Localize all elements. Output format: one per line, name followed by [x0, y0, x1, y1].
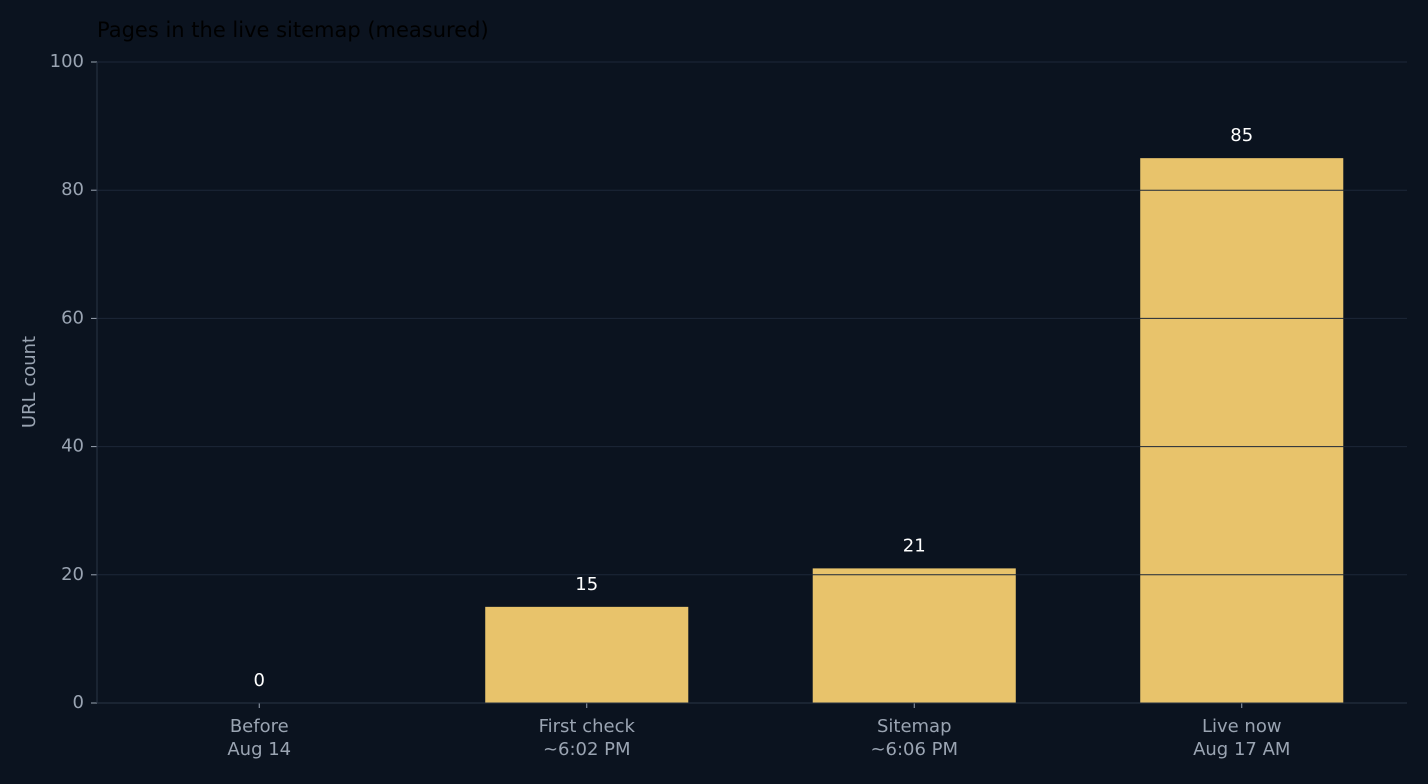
y-tick-label: 20	[61, 564, 84, 585]
x-tick-label: Sitemap	[877, 716, 952, 737]
bar	[812, 568, 1016, 703]
y-tick-label: 80	[61, 179, 84, 200]
x-tick-label: Live now	[1202, 716, 1282, 737]
x-tick-label: ~6:02 PM	[543, 739, 631, 760]
x-tick-label: First check	[539, 716, 636, 737]
y-tick-label: 100	[50, 51, 84, 72]
value-label: 85	[1230, 125, 1253, 146]
x-tick-label: Aug 14	[227, 739, 291, 760]
y-tick-label: 60	[61, 307, 84, 328]
chart-title: Pages in the live sitemap (measured)	[97, 18, 489, 42]
y-tick-label: 40	[61, 436, 84, 457]
value-label: 15	[575, 574, 598, 595]
value-label: 21	[903, 535, 926, 556]
x-tick-label: Before	[230, 716, 289, 737]
x-tick-label: ~6:06 PM	[870, 739, 958, 760]
bar	[1140, 158, 1344, 703]
y-tick-label: 0	[73, 692, 84, 713]
y-axis-label: URL count	[19, 336, 40, 428]
bar	[485, 606, 689, 703]
x-tick-label: Aug 17 AM	[1193, 739, 1290, 760]
value-label: 0	[254, 670, 265, 691]
